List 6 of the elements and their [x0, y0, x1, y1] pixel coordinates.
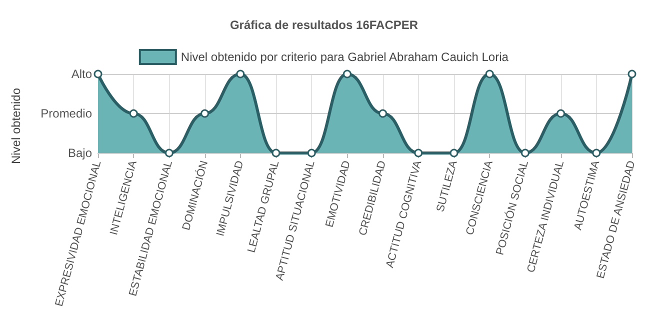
- ref-line-label: Promedio: [40, 106, 92, 120]
- chart-title: Gráfica de resultados 16FACPER: [230, 18, 418, 32]
- ref-line-label: Bajo: [68, 146, 92, 160]
- ref-line-label: Alto: [71, 67, 92, 81]
- y-axis-title: Nivel obtenido: [9, 88, 23, 164]
- legend-label: Nivel obtenido por criterio para Gabriel Abraham Cauich Loria: [180, 50, 509, 64]
